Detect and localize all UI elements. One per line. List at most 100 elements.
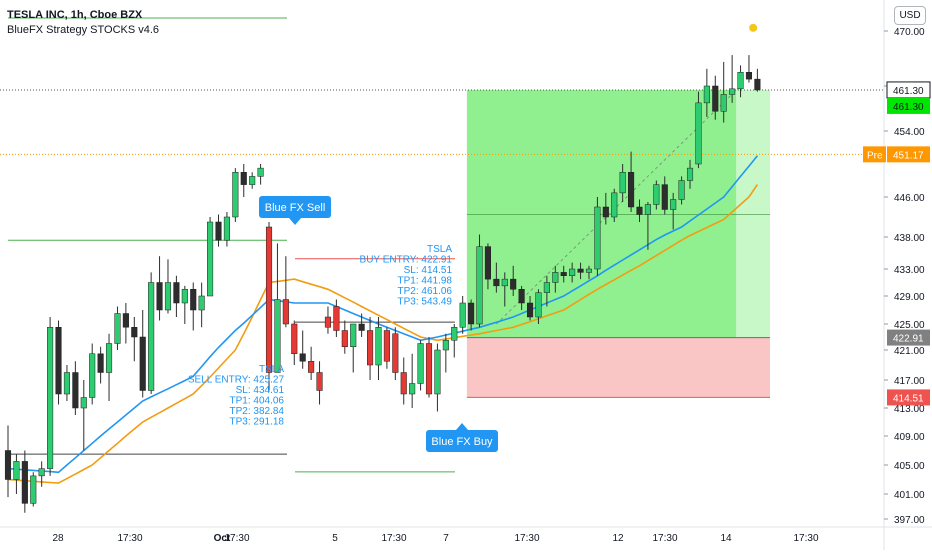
time-tick-label: Oct — [214, 533, 231, 544]
candle-body — [223, 216, 230, 241]
candle-body — [367, 330, 374, 366]
candle — [38, 461, 45, 487]
stop-price-tag-bg — [887, 389, 930, 406]
candle-body — [560, 272, 567, 276]
candle-body — [63, 372, 70, 395]
buy-info-text-line: TP1: 441.98 — [398, 276, 453, 287]
candle-body — [745, 72, 753, 80]
sell-signal-label[interactable]: Blue FX Sell — [259, 196, 331, 225]
candle-body — [661, 184, 668, 210]
buy-info-text-line: TP3: 543.49 — [398, 297, 453, 308]
candle — [468, 299, 475, 331]
time-tick-label: 14 — [720, 533, 732, 544]
close-price-tag: 461.30 — [887, 97, 930, 114]
sell-info-text-line: TSLA — [259, 364, 284, 375]
candle — [13, 454, 20, 494]
candle-body — [257, 167, 264, 177]
candle — [518, 285, 525, 310]
currency-button[interactable]: USD — [894, 6, 926, 25]
candle-body — [510, 278, 517, 290]
candle-body — [291, 323, 298, 354]
buy-signal-label-bg[interactable] — [426, 430, 498, 452]
pre-market-value: 451.17 — [893, 150, 924, 161]
candle — [400, 357, 407, 405]
candle-body — [72, 372, 79, 409]
candle-body — [156, 282, 163, 311]
candle-body — [670, 199, 677, 210]
candle-body — [501, 278, 508, 287]
candle — [745, 55, 753, 83]
candle — [451, 324, 458, 358]
price-tick-label: 429.00 — [894, 292, 925, 303]
candle — [131, 317, 138, 362]
chart-legend: TESLA INC, 1h, Cboe BZX BlueFX Strategy … — [7, 8, 159, 38]
sell-info-text-line: SELL ENTRY: 425.27 — [188, 375, 285, 386]
last-price-tag-bg — [887, 81, 930, 98]
ema-fast-line — [7, 155, 759, 474]
candle — [628, 151, 635, 212]
candle — [543, 275, 550, 307]
close-price-tag-text: 461.30 — [893, 102, 924, 113]
candle — [392, 327, 399, 380]
candle — [148, 272, 155, 394]
candle — [47, 317, 54, 476]
candle-body — [207, 221, 214, 297]
price-tick-label: 409.00 — [894, 432, 925, 443]
candle-body — [585, 268, 593, 273]
time-tick-label: 17:30 — [514, 533, 539, 544]
candle — [21, 450, 28, 513]
candle — [375, 317, 382, 380]
candle-body — [434, 349, 441, 395]
candle-body — [80, 397, 87, 409]
candle-body — [594, 206, 601, 270]
candle — [720, 61, 727, 123]
candle — [636, 199, 643, 222]
candle — [282, 256, 289, 328]
buy-signal-label[interactable]: Blue FX Buy — [426, 423, 498, 452]
candle-body — [636, 206, 643, 215]
sell-signal-label-bg[interactable] — [259, 196, 331, 218]
sell-info-text-line: TP3: 291.18 — [230, 417, 285, 428]
candle — [737, 65, 744, 98]
alert-dot — [749, 23, 758, 32]
candle-body — [265, 226, 273, 373]
candle-body — [232, 172, 239, 218]
price-tick-label: 433.00 — [894, 265, 925, 276]
candle-body — [249, 176, 256, 185]
sell-info-text-line: TP2: 382.84 — [230, 406, 285, 417]
candle-body — [425, 343, 433, 395]
price-tick-label: 397.00 — [894, 515, 925, 526]
candle-body — [686, 167, 694, 181]
time-tick-label: 17:30 — [381, 533, 406, 544]
candle — [526, 296, 534, 321]
sell-info-text-line: SL: 434.61 — [236, 385, 285, 396]
candle — [190, 282, 197, 331]
candle-body — [282, 299, 289, 325]
candle — [240, 164, 247, 197]
entry-price-tag-bg — [887, 329, 930, 346]
candle-body — [47, 327, 54, 469]
candle-body — [484, 246, 491, 280]
ema-slow-line — [7, 184, 759, 484]
candle-body — [703, 85, 710, 104]
candle-body — [628, 172, 635, 208]
candle — [409, 353, 416, 408]
entry-price-tag-text: 422.91 — [893, 334, 924, 345]
candle-body — [720, 94, 727, 112]
candle-body — [215, 221, 222, 241]
candle-body — [611, 192, 618, 218]
candle — [308, 346, 315, 380]
time-tick-label: 28 — [52, 533, 64, 544]
candle-body — [442, 340, 449, 351]
candle-body — [341, 330, 348, 347]
candle-body — [400, 372, 407, 395]
candle — [417, 340, 424, 391]
candle — [114, 306, 121, 350]
candle-body — [535, 292, 542, 318]
sell-signal-label-text: Blue FX Sell — [265, 202, 326, 214]
candle-body — [13, 461, 20, 480]
close-price-tag-bg — [887, 97, 930, 114]
